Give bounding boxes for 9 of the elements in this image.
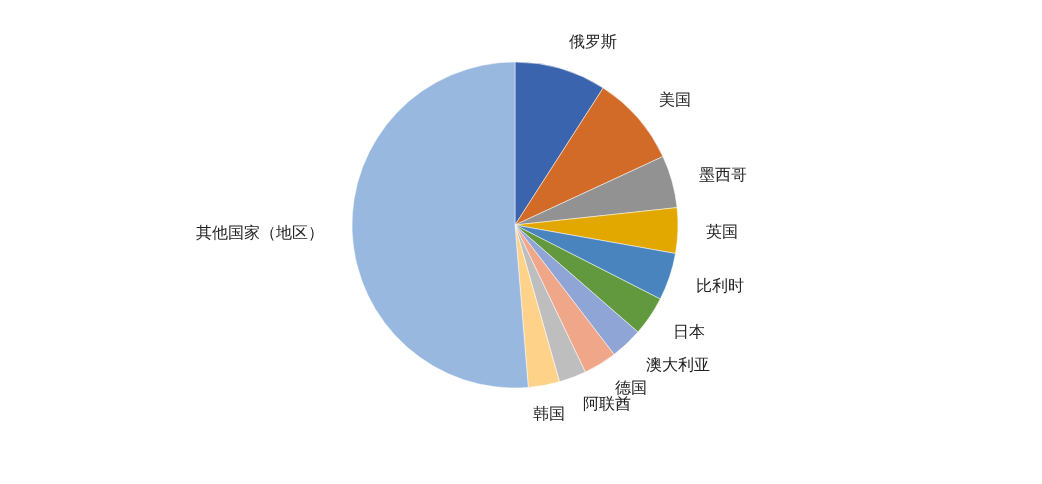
- slice-label: 美国: [659, 90, 692, 110]
- slice-label: 澳大利亚: [645, 354, 710, 374]
- slice-label: 墨西哥: [699, 164, 748, 184]
- slice-label: 日本: [673, 322, 706, 342]
- slice-label: 其他国家（地区）: [196, 223, 325, 243]
- slice-label: 英国: [705, 222, 738, 242]
- slice-label: 比利时: [696, 276, 745, 296]
- slice-label: 俄罗斯: [568, 32, 617, 52]
- slice-label: 韩国: [533, 403, 566, 423]
